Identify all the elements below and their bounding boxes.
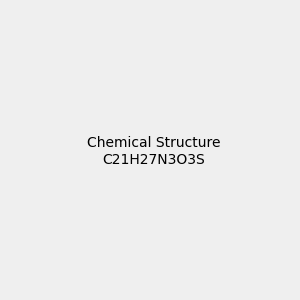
Text: Chemical Structure
C21H27N3O3S: Chemical Structure C21H27N3O3S — [87, 136, 220, 166]
